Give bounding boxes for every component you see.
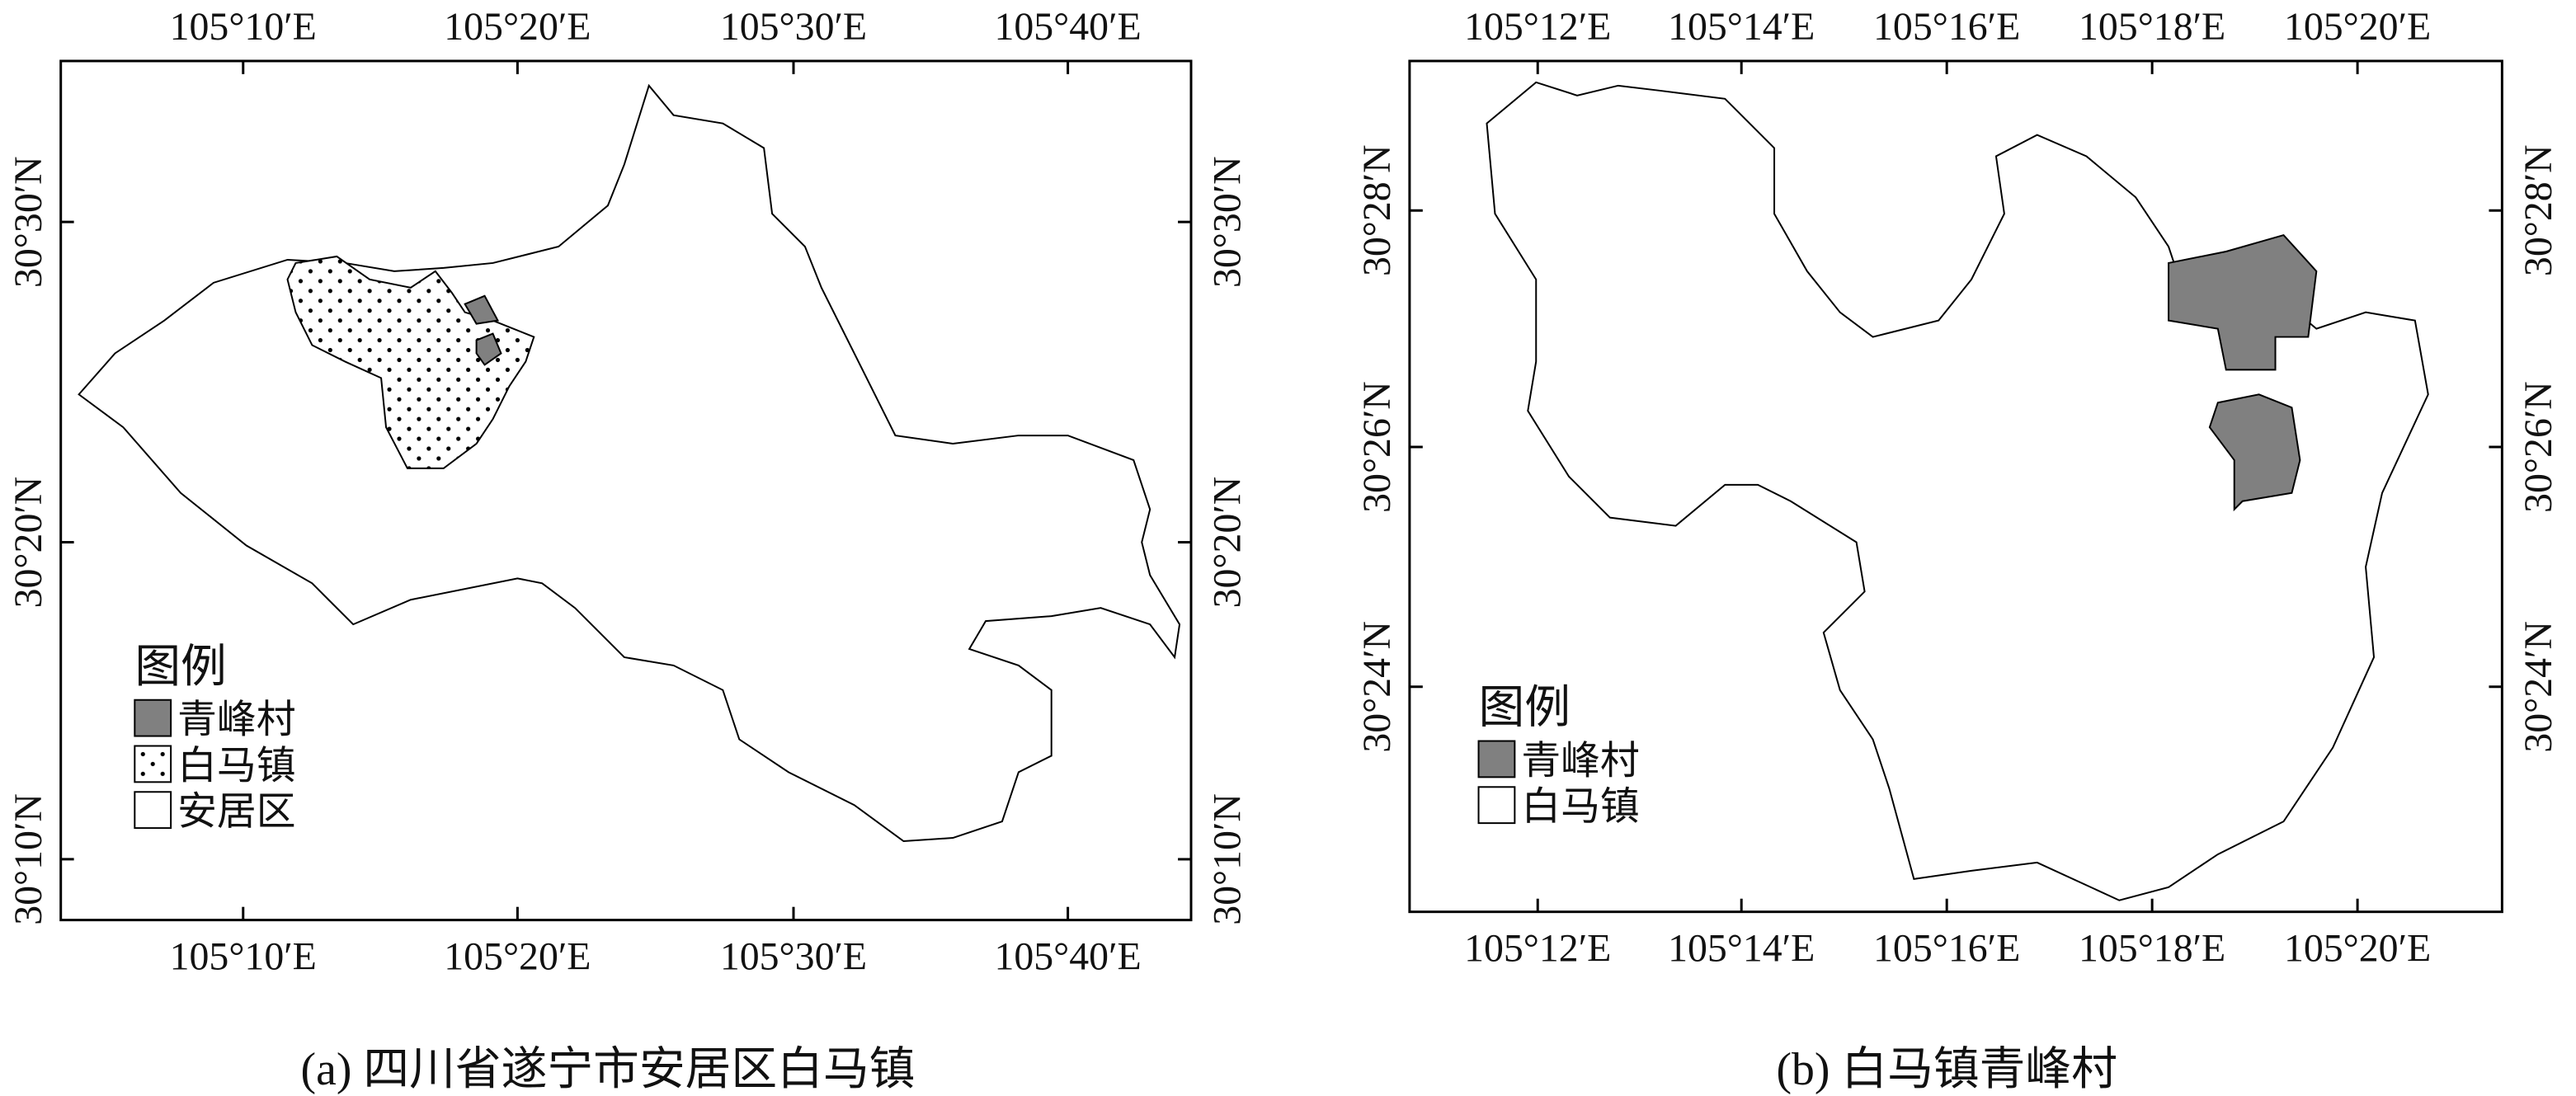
- right-tick-label: 30°26′N: [2517, 381, 2560, 513]
- qingfeng-village: [475, 332, 502, 366]
- bottom-tick-label: 105°18′E: [2079, 926, 2225, 970]
- legend-item: 白马镇: [177, 744, 295, 788]
- legend-swatch: [1477, 740, 1516, 778]
- left-tick-label: 30°20′N: [7, 477, 50, 609]
- legend-title: 图例: [1479, 683, 1571, 734]
- right-tick-label: 30°10′N: [1206, 793, 1250, 925]
- top-tick-label: 105°12′E: [1464, 5, 1611, 49]
- legend-swatch: [134, 745, 172, 783]
- right-tick-label: 30°24′N: [2517, 621, 2560, 753]
- left-tick-label: 30°24′N: [1355, 621, 1399, 753]
- caption: (a) 四川省遂宁市安居区白马镇: [301, 1044, 916, 1095]
- top-tick-label: 105°30′E: [720, 5, 867, 49]
- top-tick-label: 105°20′E: [2284, 5, 2431, 49]
- left-tick-label: 30°10′N: [7, 793, 50, 925]
- legend-item: 青峰村: [1521, 739, 1639, 783]
- left-tick-label: 30°26′N: [1355, 381, 1399, 513]
- qingfeng-village: [464, 294, 500, 325]
- top-tick-label: 105°16′E: [1873, 5, 2020, 49]
- map-a: [59, 59, 1193, 922]
- bottom-tick-label: 105°16′E: [1873, 926, 2020, 970]
- bottom-tick-label: 105°14′E: [1668, 926, 1815, 970]
- right-tick-label: 30°20′N: [1206, 477, 1250, 609]
- top-tick-label: 105°40′E: [994, 5, 1141, 49]
- bottom-tick-label: 105°30′E: [720, 934, 867, 978]
- map-b: [1408, 59, 2503, 914]
- bottom-tick-label: 105°12′E: [1464, 926, 1611, 970]
- top-tick-label: 105°10′E: [170, 5, 317, 49]
- right-tick-label: 30°30′N: [1206, 156, 1250, 288]
- legend-item: 青峰村: [177, 699, 295, 742]
- bottom-tick-label: 105°20′E: [444, 934, 591, 978]
- map-frame: [1408, 59, 2503, 914]
- bottom-tick-label: 105°40′E: [994, 934, 1141, 978]
- caption: (b) 白马镇青峰村: [1776, 1044, 2117, 1095]
- qingfeng-village: [2168, 233, 2318, 371]
- baima-town: [1486, 81, 2429, 901]
- legend-item: 安居区: [177, 790, 295, 834]
- bottom-tick-label: 105°10′E: [170, 934, 317, 978]
- top-tick-label: 105°20′E: [444, 5, 591, 49]
- left-tick-label: 30°28′N: [1355, 144, 1399, 276]
- top-tick-label: 105°18′E: [2079, 5, 2225, 49]
- legend-swatch: [134, 699, 172, 737]
- qingfeng-village: [2208, 393, 2301, 512]
- baima-town: [286, 255, 535, 469]
- bottom-tick-label: 105°20′E: [2284, 926, 2431, 970]
- legend-swatch: [134, 791, 172, 830]
- top-tick-label: 105°14′E: [1668, 5, 1815, 49]
- legend-title: 图例: [134, 642, 226, 693]
- map-frame: [59, 59, 1193, 922]
- legend-item: 白马镇: [1521, 785, 1639, 829]
- right-tick-label: 30°28′N: [2517, 144, 2560, 276]
- left-tick-label: 30°30′N: [7, 156, 50, 288]
- legend-swatch: [1477, 786, 1516, 825]
